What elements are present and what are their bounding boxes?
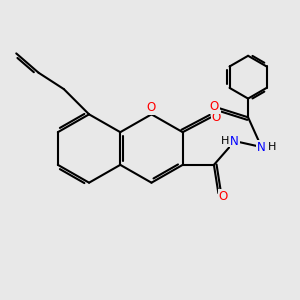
Text: N: N — [230, 135, 239, 148]
Text: O: O — [210, 100, 219, 113]
Text: O: O — [212, 111, 221, 124]
Text: H: H — [268, 142, 276, 152]
Text: N: N — [257, 140, 266, 154]
Text: O: O — [218, 190, 227, 202]
Text: H: H — [221, 136, 230, 146]
Text: O: O — [147, 101, 156, 114]
